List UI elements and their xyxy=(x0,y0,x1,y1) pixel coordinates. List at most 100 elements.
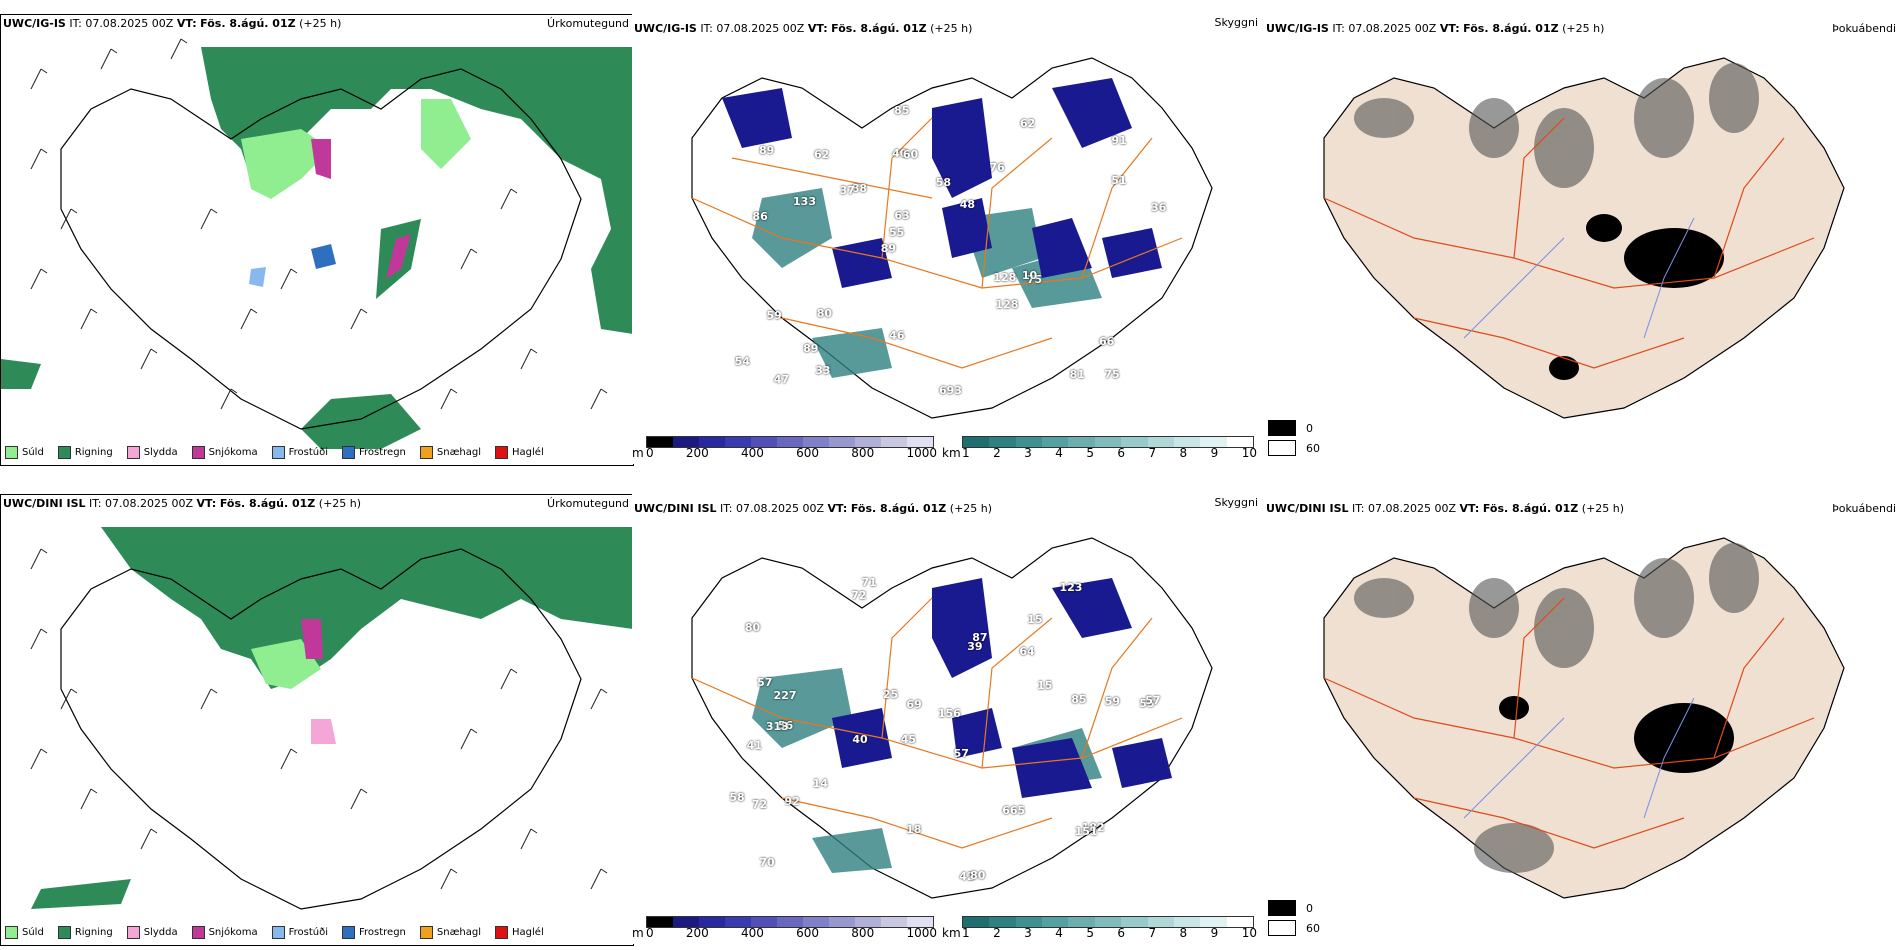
precip-type-legend: Súld Rigning Slydda Snjókoma Frostúði Fr… xyxy=(5,443,552,461)
sleet-area xyxy=(311,719,336,744)
visibility-ceiling-panel-top: UWC/IG-IS IT: 07.08.2025 00Z VT: Fös. 8.… xyxy=(632,14,1264,464)
iceland-visibility-map xyxy=(691,537,1213,899)
ceiling-value-labels: 75 86 91 89 76 47 40 58 59 88 54 89 60 48 75 89 85 36 128 5… xyxy=(632,52,1264,447)
panel-variable-title: Skyggni xyxy=(1214,16,1258,29)
ceiling-value-label: 14 xyxy=(812,776,828,790)
ceiling-value-label: 86 xyxy=(752,210,768,224)
legend-item: Haglél xyxy=(495,925,544,939)
roads xyxy=(691,597,1183,849)
panel-title: UWC/IG-IS IT: 07.08.2025 00Z VT: Fös. 8.… xyxy=(634,22,973,35)
visibility-colorbar: km 1 2 3 4 5 6 7 8 9 10 xyxy=(942,916,1257,942)
fog-index-panel-bottom: UWC/DINI ISL IT: 07.08.2025 00Z VT: Fös.… xyxy=(1264,494,1900,944)
ceiling-value-label: 62 xyxy=(1020,116,1036,130)
ceiling-value-label: 59 xyxy=(766,308,782,322)
ceiling-value-label: 58 xyxy=(729,791,745,805)
legend-item: Frostregn xyxy=(342,925,406,939)
ceiling-value-label: 40 xyxy=(852,733,868,747)
ceiling-value-label: 75 xyxy=(1104,367,1120,381)
precip-type-panel-bottom: UWC/DINI ISL IT: 07.08.2025 00Z VT: Fös.… xyxy=(0,494,634,946)
rain-area xyxy=(31,879,131,909)
ceiling-value-label: 41 xyxy=(746,738,763,752)
ceiling-value-label: 91 xyxy=(1111,133,1127,147)
ceiling-value-label: 87 xyxy=(972,630,988,644)
ceiling-value-label: 88 xyxy=(851,182,868,196)
ceiling-value-label: 57 xyxy=(1145,694,1161,708)
ceiling-value-label: 40 xyxy=(892,146,908,160)
roads xyxy=(1323,597,1815,849)
panel-variable-title: Þokuábendi xyxy=(1832,22,1896,35)
snow-area xyxy=(301,619,323,659)
ceiling-value-label: 128 xyxy=(995,298,1019,312)
precip-type-panel-top: UWC/IG-IS IT: 07.08.2025 00Z VT: Fös. 8.… xyxy=(0,14,634,466)
ceiling-value-label: 48 xyxy=(959,197,976,211)
panel-title: UWC/IG-IS IT: 07.08.2025 00Z VT: Fös. 8.… xyxy=(1266,22,1605,35)
legend-item: Frostúði xyxy=(271,445,328,459)
ceiling-value-label: 39 xyxy=(967,639,983,653)
ceiling-value-label: 54 xyxy=(734,354,751,368)
ceiling-value-label: 313 xyxy=(765,719,789,733)
ceiling-value-label: 57 xyxy=(953,746,969,760)
legend-item: Slydda xyxy=(126,445,178,459)
legend-item: Haglél xyxy=(495,445,544,459)
fog-index-panel-top: UWC/IG-IS IT: 07.08.2025 00Z VT: Fös. 8.… xyxy=(1264,14,1900,464)
panel-variable-title: Skyggni xyxy=(1214,496,1258,509)
panel-title: UWC/IG-IS IT: 07.08.2025 00Z VT: Fös. 8.… xyxy=(3,17,342,30)
ceiling-value-label: 665 xyxy=(1002,803,1026,817)
freezing-drizzle-area xyxy=(249,267,266,287)
ceiling-value-label: 89 xyxy=(803,342,819,356)
legend-item: Rigning xyxy=(57,925,113,939)
ceiling-colorbar: m 0 200 400 600 800 1000 xyxy=(632,916,937,942)
ceiling-value-label: 46 xyxy=(889,328,905,342)
ceiling-value-labels: 71 15 55 45 57 56 80 64 41 39 156 70 72 40 42 80 18 123 15… xyxy=(632,532,1264,927)
ceiling-value-label: 18 xyxy=(906,822,922,836)
rivers xyxy=(1463,697,1695,819)
ceiling-value-label: 60 xyxy=(902,147,919,161)
legend-item: Frostúði xyxy=(271,925,328,939)
legend-item: Rigning xyxy=(57,445,113,459)
panel-variable-title: Úrkomutegund xyxy=(547,17,629,30)
ceiling-value-label: 25 xyxy=(882,688,899,702)
ceiling-value-label: 72 xyxy=(851,588,867,602)
ceiling-value-label: 47 xyxy=(773,372,790,386)
rivers xyxy=(1463,217,1695,339)
iceland-precip-map xyxy=(1,38,633,449)
legend-item: Frostregn xyxy=(342,445,406,459)
ceiling-value-label: 56 xyxy=(777,719,794,733)
ceiling-value-label: 69 xyxy=(906,697,922,711)
rain-area xyxy=(101,527,633,689)
panel-variable-title: Úrkomutegund xyxy=(547,497,629,510)
ceiling-value-label: 70 xyxy=(759,855,775,869)
snow-area xyxy=(386,234,411,279)
ceiling-value-label: 36 xyxy=(1150,200,1167,214)
wind-barbs xyxy=(30,548,608,890)
ceiling-value-label: 58 xyxy=(935,176,952,190)
legend-item: Súld xyxy=(5,445,44,459)
ceiling-value-label: 133 xyxy=(793,195,816,209)
fog-shading xyxy=(1354,63,1759,188)
panel-title: UWC/DINI ISL IT: 07.08.2025 00Z VT: Fös.… xyxy=(3,497,362,510)
ceiling-value-label: 37 xyxy=(839,184,855,198)
ceiling-value-label: 128 xyxy=(993,271,1017,285)
panel-title: UWC/DINI ISL IT: 07.08.2025 00Z VT: Fös.… xyxy=(634,502,993,515)
ceiling-value-label: 81 xyxy=(1069,367,1085,381)
coastline xyxy=(60,548,582,910)
legend-item: Snæhagl xyxy=(419,925,481,939)
ceiling-value-label: 76 xyxy=(989,161,1005,175)
ceiling-value-label: 66 xyxy=(1099,335,1115,349)
ceiling-areas xyxy=(832,578,1172,798)
drizzle-area xyxy=(421,99,471,169)
ceiling-value-label: 51 xyxy=(1111,174,1127,188)
ceiling-value-label: 80 xyxy=(970,868,986,882)
ceiling-value-label: 59 xyxy=(1104,694,1121,708)
ceiling-value-label: 89 xyxy=(758,144,775,158)
wind-barbs xyxy=(30,38,608,410)
coastline xyxy=(60,68,582,430)
ceiling-value-label: 80 xyxy=(744,621,761,635)
ceiling-value-label: 55 xyxy=(888,225,905,239)
drizzle-area xyxy=(251,639,321,689)
rain-area xyxy=(201,47,633,334)
ceiling-areas xyxy=(722,78,1162,288)
iceland-precip-map xyxy=(30,527,633,910)
ceiling-value-label: 92 xyxy=(784,794,800,808)
panel-variable-title: Þokuábendi xyxy=(1832,502,1896,515)
